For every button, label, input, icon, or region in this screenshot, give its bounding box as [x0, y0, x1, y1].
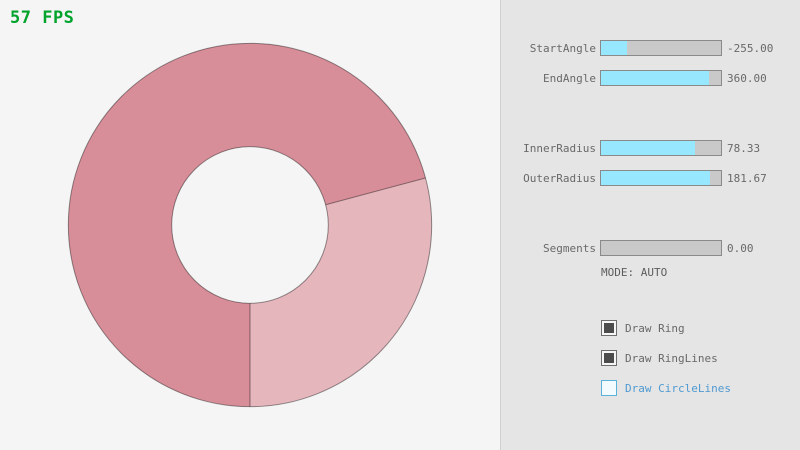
- inner-radius-label: InnerRadius: [523, 141, 596, 155]
- start-angle-slider[interactable]: [600, 40, 722, 56]
- draw-ringlines-label: Draw RingLines: [625, 351, 718, 365]
- end-angle-label: EndAngle: [543, 71, 596, 85]
- end-angle-slider[interactable]: [600, 70, 722, 86]
- checkbox-row-draw-ringlines: Draw RingLines: [601, 349, 718, 367]
- slider-fill: [601, 141, 695, 155]
- checkbox-row-draw-ring: Draw Ring: [601, 319, 685, 337]
- end-angle-value: 360.00: [727, 71, 767, 85]
- slider-fill: [601, 41, 628, 55]
- checkbox-row-draw-circlelines: Draw CircleLines: [601, 379, 731, 397]
- segments-mode-text: MODE: AUTO: [601, 266, 668, 279]
- start-angle-value: -255.00: [727, 41, 774, 55]
- ring-graphic: [67, 42, 433, 408]
- segments-value: 0.00: [727, 241, 754, 255]
- slider-row-inner-radius: InnerRadius 78.33: [501, 140, 800, 156]
- outer-radius-slider[interactable]: [600, 170, 722, 186]
- slider-row-start-angle: StartAngle -255.00: [501, 40, 800, 56]
- segments-slider[interactable]: [600, 240, 722, 256]
- outer-radius-value: 181.67: [727, 171, 767, 185]
- slider-row-end-angle: EndAngle 360.00: [501, 70, 800, 86]
- inner-radius-value: 78.33: [727, 141, 761, 155]
- inner-radius-slider[interactable]: [600, 140, 722, 156]
- slider-row-segments: Segments 0.00: [501, 240, 800, 256]
- slider-fill: [601, 71, 709, 85]
- draw-ring-checkbox[interactable]: [601, 320, 617, 336]
- slider-fill: [601, 171, 711, 185]
- controls-panel: StartAngle -255.00 EndAngle 360.00 Inner…: [500, 0, 800, 450]
- segments-label: Segments: [543, 241, 596, 255]
- outer-radius-label: OuterRadius: [523, 171, 596, 185]
- start-angle-label: StartAngle: [529, 41, 596, 55]
- slider-row-outer-radius: OuterRadius 181.67: [501, 170, 800, 186]
- draw-ringlines-checkbox[interactable]: [601, 350, 617, 366]
- draw-circlelines-label: Draw CircleLines: [625, 381, 731, 395]
- draw-circlelines-checkbox[interactable]: [601, 380, 617, 396]
- draw-ring-label: Draw Ring: [625, 321, 685, 335]
- fps-counter: 57 FPS: [10, 8, 75, 28]
